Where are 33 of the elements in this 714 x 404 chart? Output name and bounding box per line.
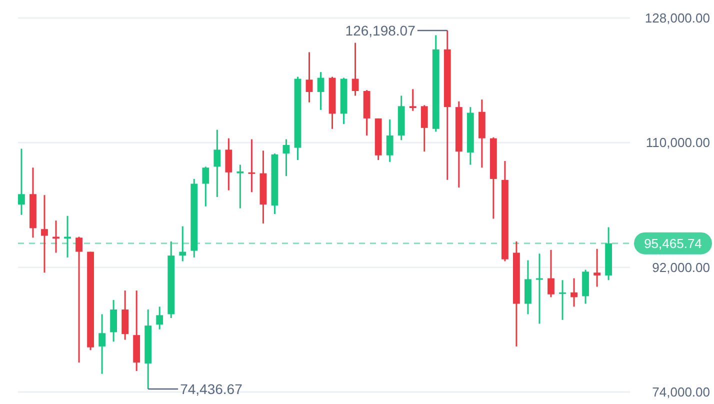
candlestick	[156, 306, 164, 330]
candlestick	[548, 249, 554, 298]
candlestick	[386, 118, 394, 163]
candlestick	[594, 248, 600, 288]
annotation: 74,436.67	[180, 380, 243, 397]
candlestick	[52, 220, 60, 254]
candlestick	[536, 252, 543, 324]
candlestick	[306, 51, 313, 104]
candlestick	[248, 138, 256, 193]
candlestick	[76, 236, 82, 364]
y-tick-label: 128,000.00	[644, 10, 710, 26]
candlestick	[18, 148, 25, 216]
candlestick	[110, 299, 117, 342]
ref-line-label: 95,465.74	[644, 236, 702, 251]
candlestick	[317, 71, 324, 111]
candlestick	[202, 166, 210, 208]
candlestick	[98, 313, 106, 375]
candlestick	[214, 129, 221, 198]
candlestick	[179, 226, 186, 262]
candlestick	[282, 138, 290, 177]
candlestick	[570, 278, 578, 308]
candlestick	[352, 42, 359, 96]
candlestick	[420, 104, 428, 152]
y-tick-label: 92,000.00	[652, 260, 710, 275]
candlestick	[409, 88, 416, 112]
candlestick	[236, 164, 244, 210]
y-tick-label: 110,000.00	[646, 135, 710, 150]
annotation: 126,198.07	[345, 22, 416, 38]
candlestick	[41, 194, 48, 274]
candlestick	[559, 279, 566, 321]
y-tick-label: 74,000.00	[652, 384, 710, 400]
candlestick	[225, 138, 232, 192]
candlestick	[64, 215, 71, 258]
